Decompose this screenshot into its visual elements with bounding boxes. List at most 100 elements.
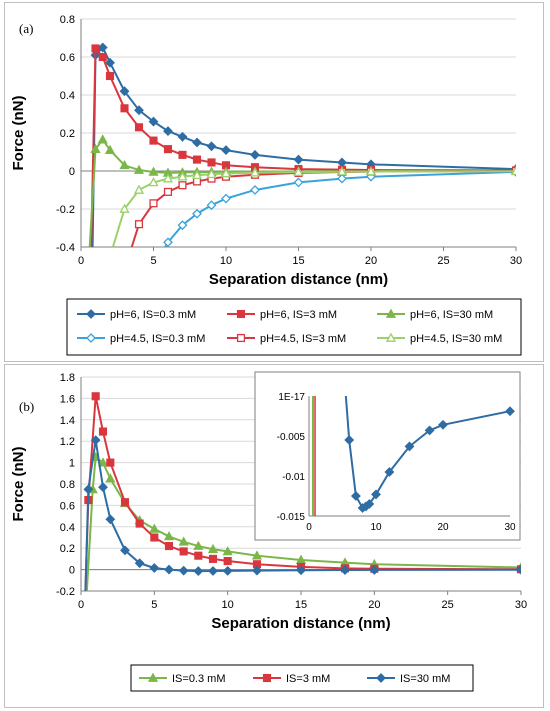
data-point	[163, 126, 173, 137]
data-point	[336, 166, 348, 176]
legend: pH=6, IS=0.3 mM pH=6, IS=3 mM pH=6, IS=30 …	[66, 298, 522, 356]
y-tick-label: 0.2	[60, 128, 75, 140]
legend-item: pH=6, IS=30 mM	[377, 308, 493, 321]
data-point	[293, 177, 304, 188]
data-point	[98, 482, 108, 493]
legend-label: pH=6, IS=0.3 mM	[110, 309, 196, 321]
inset-data-point	[364, 499, 375, 509]
data-point	[91, 392, 100, 401]
data-point	[97, 457, 109, 467]
x-axis-title: Separation distance (nm)	[211, 615, 390, 632]
legend-item: pH=4.5, IS=0.3 mM	[77, 333, 205, 345]
data-point	[510, 165, 516, 176]
data-point	[135, 519, 144, 528]
data-point	[120, 104, 129, 113]
series-line	[84, 439, 521, 592]
legend-item: pH=6, IS=0.3 mM	[77, 309, 196, 321]
data-point	[149, 563, 160, 573]
y-tick-label: 1	[69, 458, 75, 470]
data-point	[177, 131, 188, 142]
data-point	[222, 546, 233, 556]
panel-label: (a)	[19, 21, 33, 36]
data-point	[293, 166, 304, 176]
inset-data-point	[424, 425, 435, 436]
series-6	[111, 165, 516, 248]
data-point	[208, 554, 218, 563]
inset-y-tick-label: 1E-17	[278, 392, 305, 403]
series-line	[84, 396, 521, 592]
data-point	[148, 177, 159, 187]
data-point	[206, 168, 217, 179]
inset-x-tick-label: 20	[437, 522, 449, 533]
data-point	[91, 44, 100, 53]
data-point	[119, 203, 130, 213]
legend-label: pH=4.5, IS=0.3 mM	[110, 333, 205, 345]
data-point	[149, 199, 158, 208]
series-4	[163, 167, 516, 248]
data-point	[179, 547, 188, 556]
legend-label: pH=4.5, IS=30 mM	[410, 333, 502, 345]
legend-label: IS=3 mM	[286, 673, 330, 685]
data-point	[134, 123, 144, 132]
x-tick-label: 15	[295, 599, 307, 611]
data-point	[134, 220, 144, 229]
data-point	[90, 143, 101, 154]
y-tick-label: 0.6	[60, 500, 75, 512]
data-point	[105, 473, 116, 483]
y-axis-title: Force (nN)	[10, 95, 27, 170]
data-point	[133, 164, 145, 174]
x-axis-title: Separation distance (nm)	[209, 271, 388, 288]
x-tick-label: 0	[78, 599, 84, 611]
data-point	[149, 136, 158, 145]
x-tick-label: 30	[510, 255, 522, 267]
data-point	[150, 533, 159, 542]
y-tick-label: 1.8	[60, 372, 75, 384]
legend-swatch-marker	[262, 673, 272, 683]
data-point	[97, 42, 108, 53]
y-tick-label: -0.2	[56, 204, 75, 216]
data-point	[178, 150, 187, 159]
y-tick-label: 0.6	[60, 52, 75, 64]
legend-swatch-marker	[86, 333, 96, 343]
data-point	[250, 149, 260, 160]
legend-swatch-marker	[236, 309, 246, 319]
y-tick-label: 1.6	[60, 393, 75, 405]
x-tick-label: 10	[222, 599, 234, 611]
inset-data-point	[384, 467, 395, 477]
inset-data-point	[404, 441, 415, 452]
data-point	[163, 187, 173, 196]
legend-swatch-marker	[147, 672, 159, 682]
data-point	[105, 71, 115, 81]
y-tick-label: 0.4	[60, 90, 75, 102]
data-point	[177, 171, 188, 181]
series-line	[90, 45, 516, 248]
x-tick-label: 5	[151, 599, 157, 611]
data-point	[369, 565, 380, 575]
y-tick-label: 0.2	[60, 543, 75, 555]
data-point	[134, 105, 144, 116]
data-point	[206, 141, 217, 152]
series-3	[83, 435, 521, 592]
data-point	[191, 169, 203, 180]
data-point	[249, 167, 261, 177]
data-point	[163, 145, 173, 154]
legend-swatch-marker	[376, 673, 386, 683]
data-point	[164, 542, 174, 551]
x-tick-label: 25	[442, 599, 454, 611]
series-3	[88, 134, 516, 248]
data-point	[516, 564, 521, 575]
x-tick-label: 0	[78, 255, 84, 267]
data-point	[252, 565, 262, 576]
x-tick-label: 20	[368, 599, 380, 611]
legend-label: pH=4.5, IS=3 mM	[260, 333, 346, 345]
legend-swatch-marker	[385, 332, 397, 342]
data-point	[293, 154, 304, 165]
data-point	[192, 155, 202, 164]
data-point	[192, 137, 202, 148]
data-point	[207, 158, 216, 167]
series-line	[88, 137, 516, 248]
data-point	[163, 237, 173, 248]
data-point	[162, 173, 174, 183]
inset-frame	[254, 371, 521, 541]
